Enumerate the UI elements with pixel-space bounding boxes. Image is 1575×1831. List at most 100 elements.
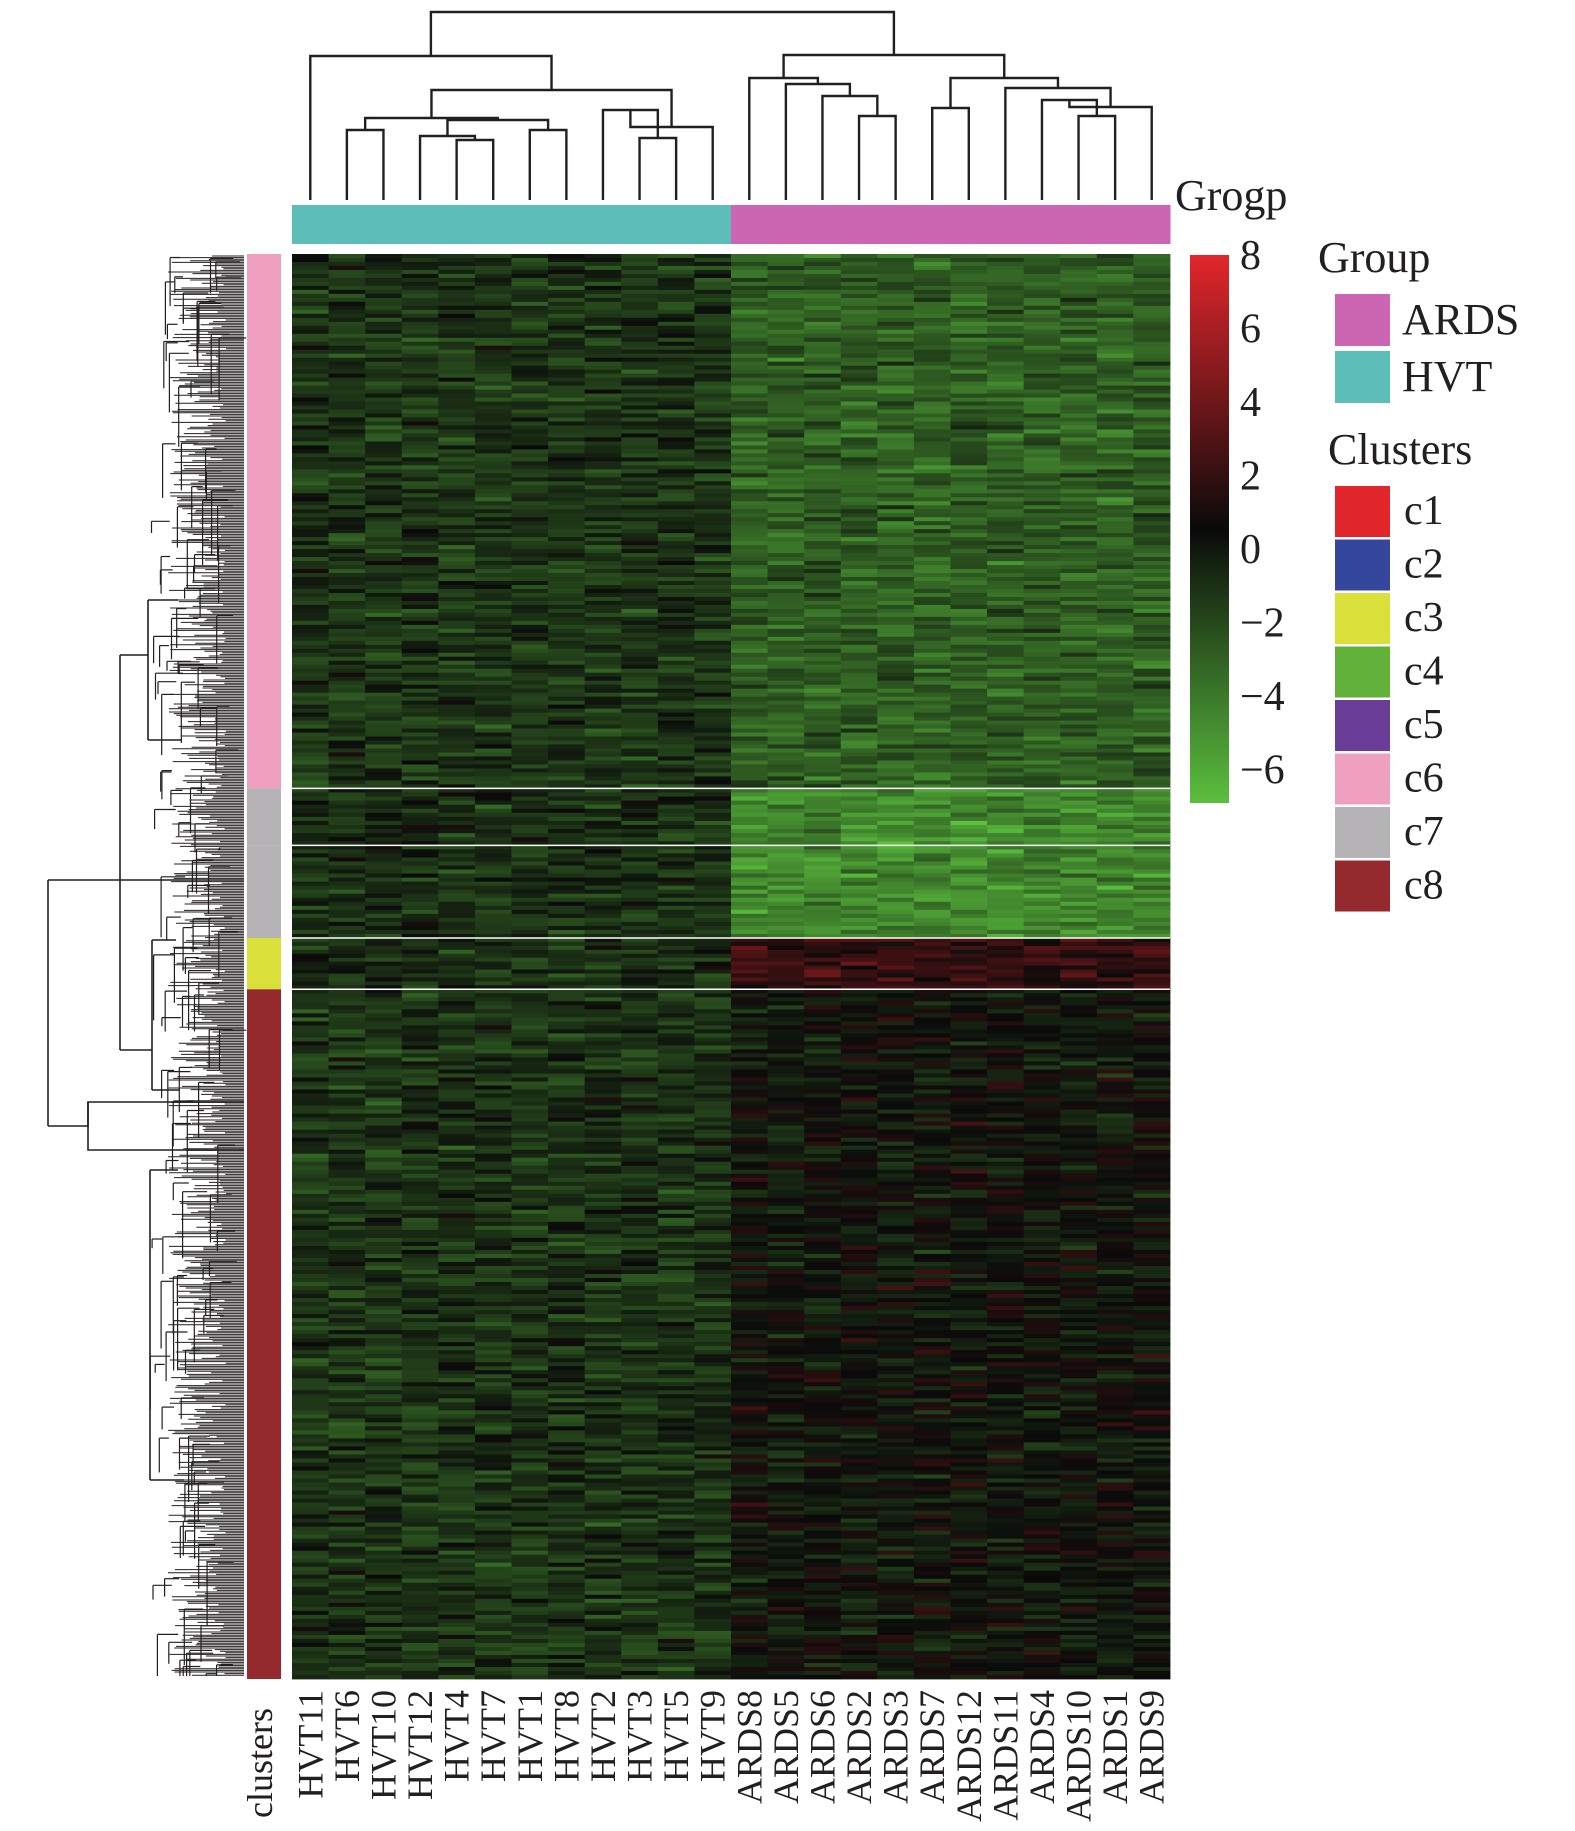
- heatmap-cell: [365, 569, 403, 574]
- heatmap-cell: [328, 293, 366, 299]
- heatmap-cell: [621, 353, 659, 359]
- heatmap-cell: [438, 584, 476, 590]
- heatmap-cell: [1096, 820, 1134, 826]
- heatmap-cell: [657, 301, 695, 307]
- heatmap-cell: [1096, 401, 1134, 406]
- heatmap-cell: [987, 800, 1025, 806]
- heatmap-cell: [840, 465, 878, 470]
- heatmap-cell: [987, 541, 1025, 546]
- heatmap-cell: [621, 845, 659, 850]
- heatmap-cell: [1060, 632, 1098, 638]
- heatmap-cell: [292, 732, 329, 737]
- heatmap-cell: [548, 273, 586, 279]
- heatmap-cell: [950, 684, 988, 690]
- heatmap-cell: [657, 604, 695, 610]
- heatmap-cell: [292, 577, 329, 582]
- heatmap-cell: [913, 700, 951, 706]
- heatmap-cell: [474, 441, 512, 446]
- heatmap-cell: [292, 353, 329, 359]
- heatmap-cell: [438, 461, 476, 466]
- heatmap-cell: [584, 825, 622, 830]
- heatmap-cell: [767, 341, 805, 347]
- heatmap-cell: [950, 469, 988, 474]
- heatmap-cell: [950, 533, 988, 538]
- heatmap-cell: [292, 561, 329, 566]
- heatmap-cell: [401, 573, 439, 578]
- heatmap-cell: [584, 820, 622, 826]
- heatmap-cell: [767, 833, 805, 838]
- heatmap-cell: [767, 365, 805, 371]
- heatmap-cell: [731, 752, 768, 757]
- heatmap-cell: [511, 293, 549, 299]
- heatmap-cell: [731, 489, 768, 494]
- heatmap-cell: [438, 557, 476, 562]
- heatmap-cell: [913, 273, 951, 279]
- heatmap-cell: [365, 293, 403, 299]
- heatmap-cell: [365, 656, 403, 662]
- heatmap-cell: [913, 812, 951, 818]
- heatmap-cell: [877, 865, 915, 870]
- heatmap-cell: [987, 525, 1025, 530]
- heatmap-cell: [767, 377, 805, 383]
- heatmap-cell: [584, 792, 622, 797]
- heatmap-cell: [1023, 569, 1061, 574]
- heatmap-cell: [987, 261, 1025, 267]
- heatmap-cell: [511, 573, 549, 578]
- heatmap-cell: [401, 557, 439, 562]
- heatmap-cell: [1133, 825, 1171, 830]
- heatmap-cell: [328, 624, 366, 630]
- heatmap-cell: [584, 724, 622, 729]
- heatmap-cell: [1023, 449, 1061, 454]
- heatmap-cell: [1023, 385, 1061, 390]
- heatmap-cell: [1133, 581, 1171, 586]
- heatmap-cell: [694, 401, 732, 406]
- heatmap-cell: [1023, 481, 1061, 486]
- heatmap-cell: [840, 648, 878, 654]
- heatmap-cell: [804, 373, 842, 379]
- heatmap-cell: [950, 445, 988, 450]
- heatmap-cell: [511, 708, 549, 714]
- heatmap-cell: [621, 325, 659, 331]
- heatmap-cell: [474, 600, 512, 606]
- heatmap-cell: [1023, 325, 1061, 331]
- heatmap-cell: [1060, 608, 1098, 614]
- heatmap-cell: [950, 692, 988, 698]
- heatmap-cell: [548, 792, 586, 797]
- heatmap-cell: [548, 728, 586, 733]
- heatmap-cell: [474, 545, 512, 550]
- heatmap-cell: [731, 465, 768, 470]
- heatmap-cell: [950, 521, 988, 526]
- heatmap-cell: [548, 493, 586, 498]
- heatmap-cell: [1060, 748, 1098, 753]
- heatmap-cell: [950, 569, 988, 574]
- heatmap-cell: [731, 269, 768, 275]
- heatmap-cell: [694, 680, 732, 686]
- heatmap-cell: [767, 329, 805, 335]
- heatmap-cell: [987, 708, 1025, 714]
- heatmap-cell: [1133, 604, 1171, 610]
- heatmap-cell: [1096, 321, 1134, 327]
- heatmap-cell: [877, 845, 915, 850]
- heatmap-cell: [1023, 724, 1061, 729]
- heatmap-cell: [474, 800, 512, 806]
- heatmap-cell: [840, 389, 878, 394]
- heatmap-cell: [438, 417, 476, 422]
- heatmap-cell: [511, 604, 549, 610]
- heatmap-cell: [694, 469, 732, 474]
- heatmap-cell: [438, 397, 476, 402]
- heatmap-cell: [767, 857, 805, 862]
- heatmap-cell: [950, 644, 988, 650]
- heatmap-cell: [877, 353, 915, 359]
- heatmap-cell: [877, 561, 915, 566]
- heatmap-cell: [1096, 357, 1134, 363]
- heatmap-cell: [913, 309, 951, 315]
- heatmap-cell: [401, 505, 439, 510]
- heatmap-cell: [913, 357, 951, 363]
- heatmap-cell: [365, 437, 403, 442]
- heatmap-cell: [474, 489, 512, 494]
- heatmap-cell: [1096, 541, 1134, 546]
- heatmap-cell: [401, 581, 439, 586]
- heatmap-cell: [950, 776, 988, 781]
- heatmap-cell: [1133, 620, 1171, 626]
- heatmap-cell: [950, 672, 988, 678]
